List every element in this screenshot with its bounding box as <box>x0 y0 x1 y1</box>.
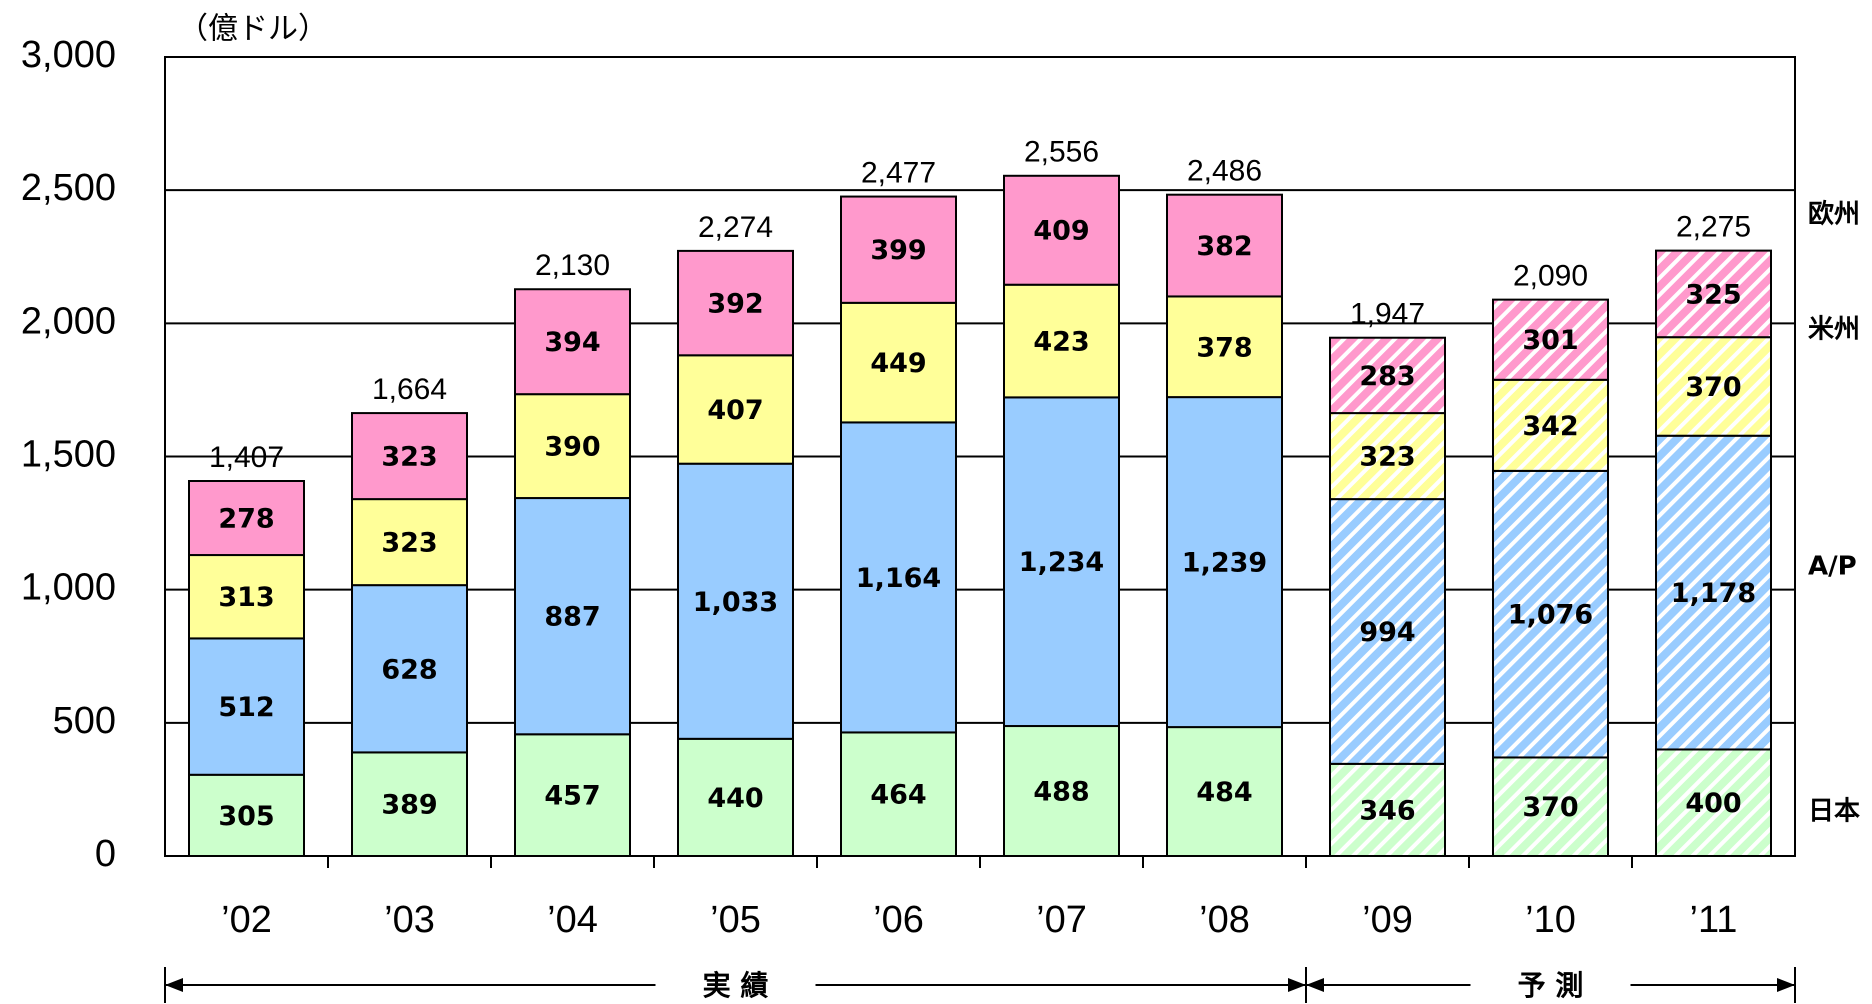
segment-label: 512 <box>218 692 274 723</box>
segment-label: 390 <box>544 432 600 463</box>
segment-label: 484 <box>1196 777 1252 808</box>
segment-label: 370 <box>1522 792 1578 823</box>
segment-label: 278 <box>218 504 274 535</box>
total-label: 2,275 <box>1676 211 1751 244</box>
arrow-head <box>1306 978 1324 992</box>
segment-label: 382 <box>1196 231 1252 262</box>
segment-label: 407 <box>707 395 763 426</box>
segment-label: 313 <box>218 582 274 613</box>
total-label: 2,486 <box>1187 155 1262 188</box>
segment-label: 392 <box>707 289 763 320</box>
y-axis-label: （億ドル） <box>178 12 328 47</box>
segment-label: 1,076 <box>1508 600 1593 631</box>
y-tick-label: 1,500 <box>21 434 116 476</box>
y-tick-label: 500 <box>53 700 116 742</box>
segment-label: 423 <box>1033 327 1089 358</box>
arrow-head <box>165 978 183 992</box>
x-tick-label: ’11 <box>1690 899 1738 941</box>
segment-label: 1,164 <box>856 563 941 594</box>
segment-label: 305 <box>218 801 274 832</box>
arrow-head <box>1288 978 1306 992</box>
x-tick-label: ’09 <box>1362 899 1413 941</box>
segment-label: 342 <box>1522 411 1578 442</box>
x-tick-label: ’05 <box>710 899 761 941</box>
x-tick-label: ’02 <box>221 899 272 941</box>
x-tick-label: ’04 <box>547 899 598 941</box>
segment-label: 1,033 <box>693 587 778 618</box>
total-label: 2,477 <box>861 156 936 189</box>
period-label: 予 測 <box>1518 969 1584 1002</box>
x-tick-label: ’08 <box>1199 899 1250 941</box>
x-tick-label: ’03 <box>384 899 435 941</box>
segment-label: 1,178 <box>1671 578 1756 609</box>
legend-label: 日本 <box>1808 797 1860 827</box>
segment-label: 378 <box>1196 332 1252 363</box>
x-tick-label: ’10 <box>1525 899 1576 941</box>
legend-label: 米州 <box>1808 315 1860 345</box>
y-tick-label: 0 <box>95 833 116 875</box>
total-label: 2,090 <box>1513 260 1588 293</box>
y-tick-label: 1,000 <box>21 567 116 609</box>
chart: （億ドル） 0 500 1,000 1,500 2,000 2,500 3,000 305 51… <box>0 0 1872 1004</box>
segment-label: 400 <box>1685 788 1741 819</box>
segment-label: 346 <box>1359 795 1415 826</box>
total-label: 2,130 <box>535 249 610 282</box>
segment-label: 449 <box>870 348 926 379</box>
segment-label: 283 <box>1359 361 1415 392</box>
segment-label: 887 <box>544 602 600 633</box>
y-tick-label: 3,000 <box>21 34 116 76</box>
segment-label: 389 <box>381 790 437 821</box>
total-label: 1,947 <box>1350 298 1425 331</box>
total-label: 2,556 <box>1024 136 1099 169</box>
segment-label: 409 <box>1033 216 1089 247</box>
segment-label: 440 <box>707 783 763 814</box>
segment-label: 457 <box>544 781 600 812</box>
segment-label: 394 <box>544 327 600 358</box>
segment-label: 994 <box>1359 617 1415 648</box>
segment-label: 323 <box>381 442 437 473</box>
y-tick-label: 2,000 <box>21 300 116 342</box>
segment-label: 488 <box>1033 777 1089 808</box>
segment-label: 399 <box>870 235 926 266</box>
segment-label: 370 <box>1685 372 1741 403</box>
segment-label: 301 <box>1522 325 1578 356</box>
x-tick-label: ’06 <box>873 899 924 941</box>
total-label: 1,407 <box>209 441 284 474</box>
arrow-head <box>1777 978 1795 992</box>
segment-label: 323 <box>381 528 437 559</box>
segment-label: 1,234 <box>1019 547 1104 578</box>
y-tick-label: 2,500 <box>21 167 116 209</box>
segment-label: 628 <box>381 654 437 685</box>
segment-label: 464 <box>870 780 926 811</box>
segment-label: 325 <box>1685 279 1741 310</box>
period-label: 実 績 <box>703 969 769 1002</box>
total-label: 2,274 <box>698 211 773 244</box>
segment-label: 1,239 <box>1182 548 1267 579</box>
legend-label: 欧州 <box>1808 199 1860 230</box>
segment-label: 323 <box>1359 442 1415 473</box>
legend-label: A/P <box>1808 552 1857 582</box>
x-tick-label: ’07 <box>1036 899 1087 941</box>
total-label: 1,664 <box>372 373 447 406</box>
